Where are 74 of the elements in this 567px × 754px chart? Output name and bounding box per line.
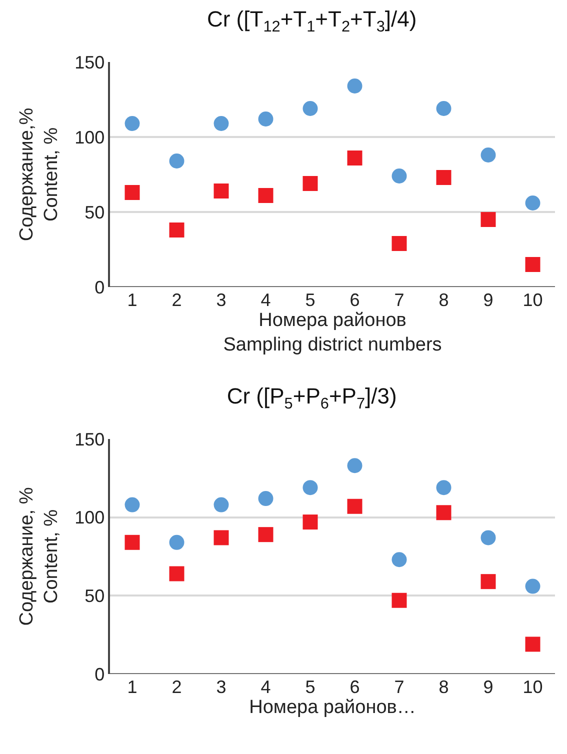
point	[214, 530, 229, 546]
y-tick-label: 150	[74, 52, 105, 72]
y-tick-label: 50	[84, 586, 105, 606]
point	[436, 480, 452, 496]
point	[258, 527, 274, 542]
point	[436, 170, 452, 185]
point	[302, 101, 318, 116]
point	[258, 112, 274, 126]
point	[480, 212, 496, 227]
point	[392, 236, 407, 251]
point	[214, 116, 229, 131]
x-tick-label: 8	[438, 290, 449, 310]
x-tick-label: 3	[216, 290, 226, 310]
point	[302, 176, 318, 191]
x-tick-label: 9	[483, 290, 494, 310]
x-tick-label: 8	[438, 677, 449, 697]
point	[214, 184, 229, 198]
point	[392, 552, 407, 568]
point	[392, 592, 407, 608]
point	[124, 534, 140, 550]
x-tick-label: 9	[483, 677, 494, 697]
x-tick-label: 5	[305, 290, 316, 310]
x-tick-label: 4	[260, 290, 271, 310]
x-tick-label: 10	[522, 290, 543, 310]
point	[525, 196, 540, 210]
x-tick-label: 6	[350, 290, 360, 310]
point	[480, 148, 496, 162]
point	[347, 78, 362, 94]
x-tick-label: 2	[172, 290, 182, 310]
y-tick-label: 100	[74, 508, 105, 528]
point	[124, 116, 140, 131]
point	[347, 498, 362, 514]
chart-title: Cr ([T$_{12}$+T$_{1}$+T$_{2}$+T$_{3}$]/4)	[207, 6, 417, 36]
x-tick-label: 7	[394, 677, 404, 697]
x-tick-label: 1	[127, 290, 138, 310]
x-tick-label: 6	[350, 677, 360, 697]
y-tick-label: 0	[94, 277, 105, 298]
point	[436, 101, 452, 116]
point	[392, 168, 407, 184]
point	[169, 566, 184, 582]
point	[525, 257, 540, 272]
x-tick-label: 4	[260, 677, 271, 697]
y-tick-label: 50	[84, 202, 105, 222]
point	[525, 636, 540, 652]
point	[169, 222, 184, 238]
point	[258, 188, 274, 203]
chart-title: Cr ([P$_{5}$+P$_{6}$+P$_{7}$]/3)	[226, 384, 397, 412]
point	[124, 497, 140, 512]
x-tick-label: 10	[522, 677, 543, 697]
y-tick-label: 100	[74, 127, 105, 148]
x-tick-label: 2	[172, 677, 182, 697]
y-tick-label: 150	[74, 429, 105, 450]
x-tick-label: 3	[216, 677, 226, 697]
point	[214, 497, 229, 512]
point	[169, 534, 184, 550]
point	[302, 480, 318, 496]
point	[258, 491, 274, 506]
y-tick-label: 0	[94, 664, 105, 684]
point	[169, 154, 184, 168]
point	[124, 185, 140, 200]
point	[347, 150, 362, 166]
x-axis-title: Номера районов…	[249, 697, 416, 718]
x-tick-label: 7	[394, 290, 404, 310]
point	[302, 514, 318, 530]
point	[436, 505, 452, 520]
point	[480, 574, 496, 590]
x-axis-title: Номера районов Sampling district numbers	[223, 310, 442, 356]
y-axis-title: Содержание, % Content, %	[16, 487, 62, 626]
point	[480, 530, 496, 546]
x-tick-label: 1	[127, 677, 138, 697]
point	[525, 578, 540, 594]
x-tick-label: 5	[305, 677, 316, 697]
point	[347, 458, 362, 474]
y-axis-title: Содержание,% Content, %	[16, 108, 62, 242]
